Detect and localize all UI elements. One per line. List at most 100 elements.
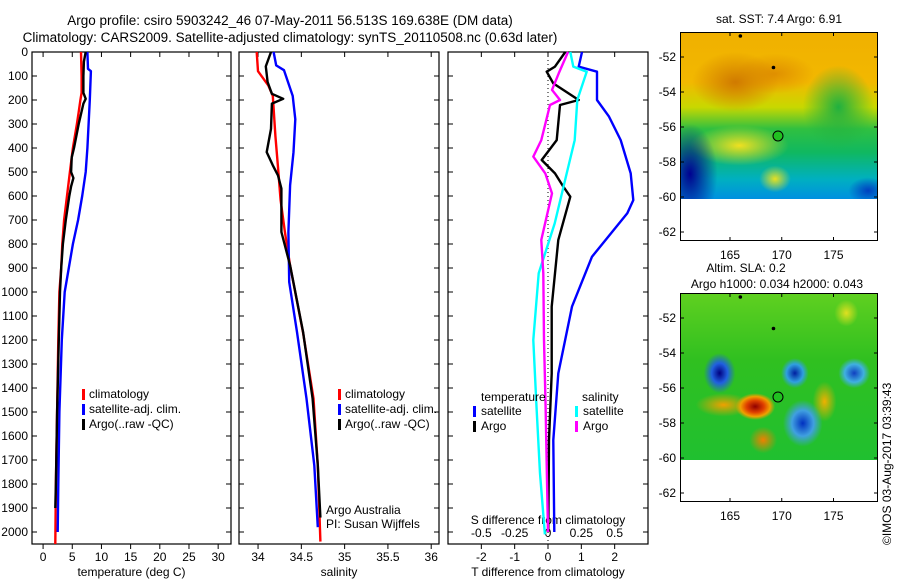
x-tick-label: 34 [251, 550, 265, 564]
sst-map-frame [680, 32, 878, 241]
x-tick-label: -1 [509, 550, 520, 564]
y-tick-label: 700 [8, 213, 28, 227]
lat-tick-label: -56 [659, 120, 677, 134]
lat-tick-label: -52 [659, 50, 677, 64]
sla-map-title: Altim. SLA: 0.2 [706, 261, 786, 275]
legend-label: climatology [89, 387, 149, 401]
x-tick-label: 30 [211, 550, 225, 564]
legend-label: satellite [481, 404, 522, 418]
lon-tick-label: 165 [720, 509, 740, 523]
series-line-t-argo [540, 51, 580, 533]
y-tick-label: 800 [8, 237, 28, 251]
x-tick-label: 5 [69, 550, 76, 564]
x-tick-label: -2 [476, 550, 487, 564]
x-axis-label: temperature (deg C) [77, 565, 185, 579]
annotation-text: PI: Susan Wijffels [326, 517, 420, 531]
sst-map-axes: -52 -54 -56 -58 -60 -62 165 170 175 [659, 32, 878, 262]
x-axis-label: salinity [321, 565, 358, 579]
legend-swatch [575, 421, 578, 432]
s-tick-label: -0.25 [501, 526, 529, 540]
sla-map-frame [680, 293, 878, 502]
legend-swatch [82, 404, 85, 415]
y-tick-label: 1900 [1, 501, 28, 515]
panel-salinity: 34 34.5 35 35.5 36 salinity climatologysatelli… [238, 51, 440, 579]
y-tick-label: 1300 [1, 357, 28, 371]
lat-tick-label: -58 [659, 416, 677, 430]
y-tick-label: 0 [21, 45, 28, 59]
y-tick-label: 600 [8, 189, 28, 203]
y-tick-label: 1000 [1, 285, 28, 299]
y-tick-label: 200 [8, 93, 28, 107]
legend-label: Argo(..raw -QC) [89, 417, 174, 431]
sla-map-axes: -52 -54 -56 -58 -60 -62 165 170 175 [659, 293, 878, 523]
y-tick-label: 100 [8, 69, 28, 83]
legend-swatch [575, 406, 578, 417]
lat-tick-label: -60 [659, 190, 677, 204]
legend-swatch [338, 389, 341, 400]
y-tick-label: 1800 [1, 477, 28, 491]
series-line-argo-raw-qc- [54, 51, 87, 509]
panel-frame [238, 51, 440, 545]
legend-heading-temperature: temperature [481, 390, 546, 404]
y-tick-label: 500 [8, 165, 28, 179]
y-tick-label: 1700 [1, 453, 28, 467]
x-tick-label: 10 [95, 550, 109, 564]
legend-heading-salinity: salinity [582, 390, 619, 404]
imos-timestamp: ©IMOS 03-Aug-2017 03:39:43 [880, 382, 894, 545]
x-tick-label: 25 [182, 550, 196, 564]
annotation-text: Argo Australia [326, 503, 401, 517]
x-tick-label: 0 [545, 550, 552, 564]
panel-frame [31, 51, 232, 545]
series-line-satellite-adj-clim- [272, 51, 319, 528]
lon-tick-label: 175 [823, 509, 843, 523]
sla-map-heatmap [680, 293, 878, 460]
lon-tick-label: 170 [772, 509, 792, 523]
s-tick-label: 0 [545, 526, 552, 540]
y-tick-label: 300 [8, 117, 28, 131]
lat-tick-label: -54 [659, 85, 677, 99]
panel-temperature: 0100200300400500600700800900100011001200… [1, 45, 232, 579]
x-tick-label: 15 [124, 550, 138, 564]
x-tick-label: 34.5 [290, 550, 314, 564]
nearby-float-marker [771, 326, 776, 331]
legend-label: satellite-adj. clim. [345, 402, 437, 416]
legend-label: satellite [583, 404, 624, 418]
series-line-argo-raw-qc- [264, 51, 322, 518]
legend-swatch [82, 419, 85, 430]
legend-label: Argo [583, 419, 609, 433]
nearby-float-marker [771, 65, 776, 70]
legend-label: Argo(..raw -QC) [345, 417, 430, 431]
lat-tick-label: -54 [659, 346, 677, 360]
y-tick-label: 400 [8, 141, 28, 155]
lat-tick-label: -56 [659, 381, 677, 395]
y-tick-label: 1100 [2, 309, 28, 323]
lon-tick-label: 165 [720, 248, 740, 262]
x-axis-label: T difference from climatology [471, 565, 625, 579]
lon-tick-label: 175 [823, 248, 843, 262]
y-tick-label: 1600 [1, 429, 28, 443]
s-tick-label: 0.5 [606, 526, 623, 540]
x-tick-label: 2 [611, 550, 618, 564]
series-line-s-argo [532, 51, 570, 533]
y-tick-label: 1500 [1, 405, 28, 419]
panel-difference: -2 -1 0 1 2T difference from climatology -0.5… [447, 51, 649, 579]
lat-tick-label: -52 [659, 311, 677, 325]
profile-location-marker [772, 391, 784, 403]
series-line-s-satellite [532, 51, 588, 535]
x-tick-label: 36 [425, 550, 439, 564]
lat-tick-label: -62 [659, 486, 677, 500]
legend-label: climatology [345, 387, 405, 401]
legend-label: satellite-adj. clim. [89, 402, 181, 416]
profile-location-marker [772, 130, 784, 142]
nearby-float-marker [738, 295, 743, 299]
s-tick-label: -0.5 [471, 526, 492, 540]
legend-label: Argo [481, 419, 507, 433]
sst-map-heatmap [680, 32, 878, 199]
x-tick-label: 35 [338, 550, 352, 564]
y-tick-label: 900 [8, 261, 28, 275]
lon-tick-label: 170 [772, 248, 792, 262]
figure-title-line2: Climatology: CARS2009. Satellite-adjuste… [23, 30, 558, 45]
lat-tick-label: -62 [659, 225, 677, 239]
